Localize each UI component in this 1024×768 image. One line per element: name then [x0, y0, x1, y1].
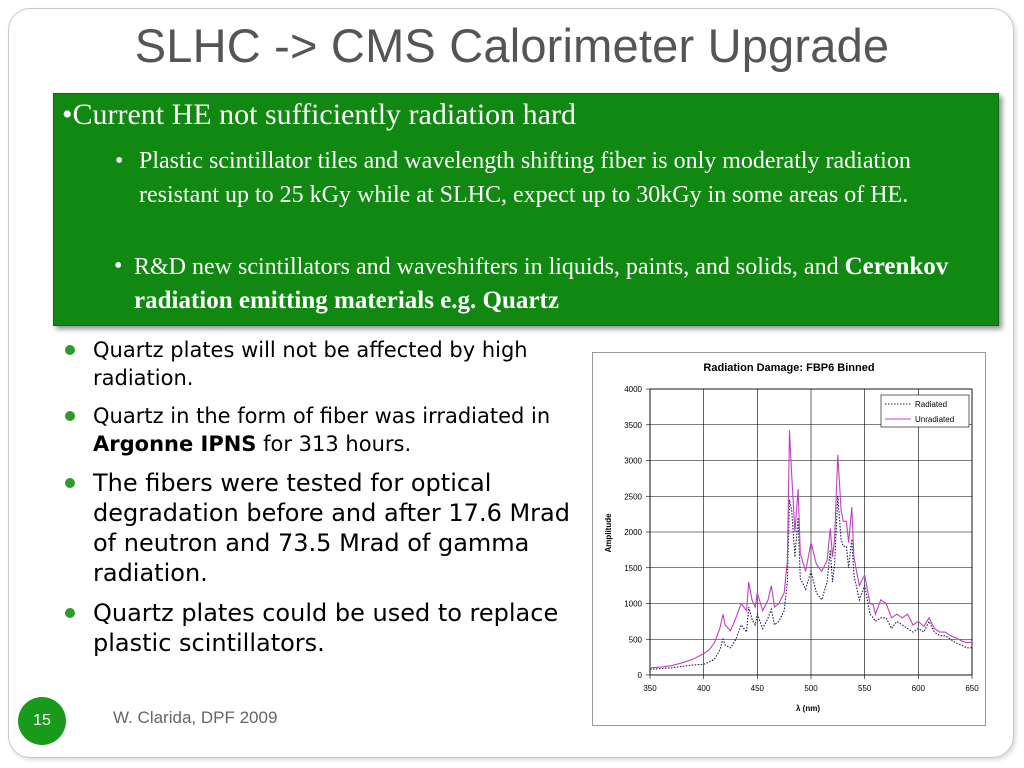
series-line-unradiated — [649, 430, 973, 669]
series-line-radiated — [649, 496, 972, 670]
y-tick-label: 1000 — [624, 600, 642, 609]
bullet-2-bold-text: Argonne IPNS — [93, 432, 257, 456]
x-tick-label: 500 — [804, 684, 818, 693]
chart-legend: Radiated Unradiated — [880, 394, 970, 428]
green-callout-box: •Current HE not sufficiently radiation h… — [53, 93, 999, 326]
bullet-2-text: Quartz in the form of fiber was irradiat… — [93, 404, 551, 428]
bullet-item-3: The fibers were tested for optical degra… — [60, 468, 590, 588]
chart-grid — [649, 388, 973, 676]
x-axis-label: λ (nm) — [796, 704, 820, 713]
y-tick-label: 0 — [638, 671, 643, 680]
x-tick-label: 350 — [643, 684, 657, 693]
subbullet-1-marker: • — [115, 148, 124, 174]
bullet-list: Quartz plates will not be affected by hi… — [60, 336, 590, 668]
y-tick-label: 3500 — [624, 421, 642, 430]
bullet-item-4: Quartz plates could be used to replace p… — [60, 598, 590, 658]
subbullet-2-text: R&D new scintillators and waveshifters i… — [134, 254, 845, 280]
chart-title: Radiation Damage: FBP6 Binned — [703, 362, 874, 374]
footer-author: W. Clarida, DPF 2009 — [113, 708, 278, 727]
spectrum-chart: Radiation Damage: FBP6 Binned 0 500 1000 15… — [604, 362, 979, 713]
slide-frame — [8, 8, 1014, 758]
x-tick-label: 600 — [912, 684, 926, 693]
y-tick-label: 500 — [629, 635, 643, 644]
y-tick-label: 2000 — [624, 528, 642, 537]
page-number-badge: 15 — [18, 697, 66, 745]
x-tick-label: 550 — [858, 684, 872, 693]
bullet-item-1: Quartz plates will not be affected by hi… — [60, 336, 590, 392]
bullet-1-text: Quartz plates will not be affected by hi… — [93, 338, 528, 390]
x-tick-label: 650 — [965, 684, 979, 693]
subbullet-2-bold-text: Cerenkov radiation emitting materials e.… — [134, 253, 949, 314]
y-tick-label: 3000 — [624, 457, 642, 466]
bullet-item-2: Quartz in the form of fiber was irradiat… — [60, 402, 590, 458]
chart-series — [649, 430, 973, 670]
subbullet-1-text: Plastic scintillator tiles and wavelengt… — [139, 148, 911, 208]
bullet-4-text: Quartz plates could be used to replace p… — [93, 599, 559, 657]
x-tick-label: 450 — [751, 684, 765, 693]
bullet-dot — [65, 345, 75, 355]
bullet-dot — [65, 478, 75, 488]
x-axis-ticks: 350 400 450 500 550 600 650 — [643, 675, 979, 693]
slide-title: SLHC -> CMS Calorimeter Upgrade — [134, 19, 890, 72]
y-axis-ticks: 0 500 1000 1500 2000 2500 3000 3500 4000 — [624, 385, 650, 680]
y-tick-label: 2500 — [624, 492, 642, 501]
bullet-3-text: The fibers were tested for optical degra… — [93, 469, 570, 587]
bullet-2-rest-text: for 313 hours. — [256, 432, 412, 456]
legend-label: Unradiated — [915, 415, 954, 424]
callout-subbullet-2: • R&D new scintillators and waveshifters… — [114, 250, 994, 318]
legend-label: Radiated — [915, 400, 947, 409]
x-tick-label: 400 — [697, 684, 711, 693]
spectrum-chart-panel: Radiation Damage: FBP6 Binned 0 500 1000 15… — [592, 352, 986, 726]
y-tick-label: 4000 — [624, 385, 642, 394]
subbullet-2-marker: • — [114, 253, 123, 279]
bullet-dot — [65, 411, 75, 421]
legend-box — [880, 394, 970, 428]
y-tick-label: 1500 — [624, 564, 642, 573]
y-axis-label: Amplitude — [604, 513, 613, 553]
bullet-dot — [65, 608, 75, 618]
callout-heading: •Current HE not sufficiently radiation h… — [62, 98, 576, 131]
callout-subbullet-1: • Plastic scintillator tiles and wavelen… — [115, 144, 989, 212]
